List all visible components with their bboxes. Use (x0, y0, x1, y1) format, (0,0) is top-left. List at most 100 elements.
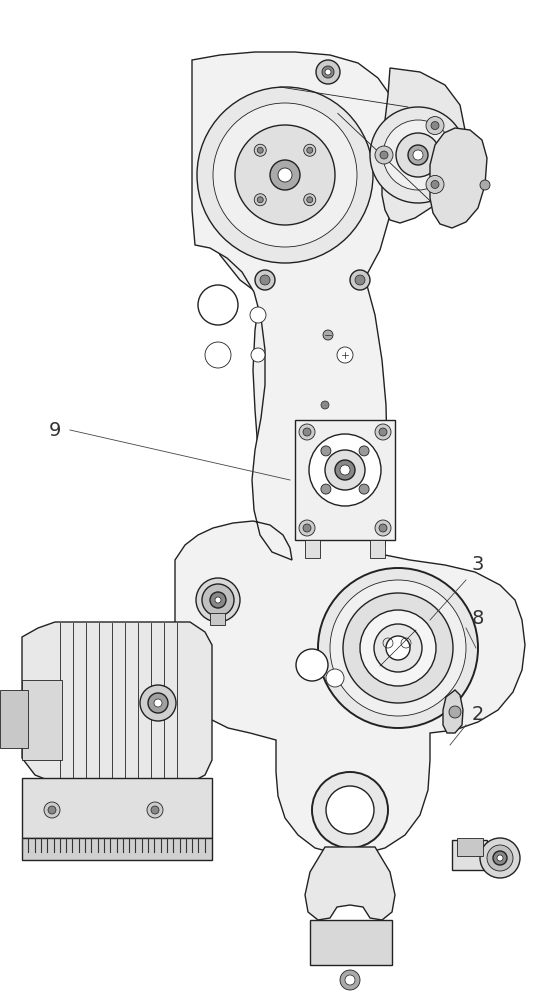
Circle shape (337, 347, 353, 363)
Circle shape (379, 524, 387, 532)
Bar (452, 840, 487, 870)
Circle shape (235, 125, 335, 225)
Circle shape (205, 342, 231, 368)
Circle shape (254, 194, 266, 206)
Circle shape (148, 693, 168, 713)
Circle shape (307, 147, 313, 153)
Circle shape (340, 465, 350, 475)
Bar (210, 613, 225, 625)
Circle shape (196, 578, 240, 622)
Circle shape (359, 446, 369, 456)
Circle shape (343, 593, 453, 703)
Circle shape (48, 806, 56, 814)
Circle shape (322, 66, 334, 78)
Circle shape (147, 802, 163, 818)
Circle shape (396, 133, 440, 177)
Circle shape (210, 592, 226, 608)
Polygon shape (305, 847, 395, 920)
Circle shape (345, 975, 355, 985)
Circle shape (449, 706, 461, 718)
Circle shape (321, 401, 329, 409)
Circle shape (480, 838, 520, 878)
Circle shape (383, 120, 453, 190)
Text: 9: 9 (49, 420, 61, 440)
Circle shape (197, 87, 373, 263)
Circle shape (325, 69, 331, 75)
Circle shape (257, 197, 263, 203)
Circle shape (325, 450, 365, 490)
Circle shape (355, 275, 365, 285)
Circle shape (299, 424, 315, 440)
Circle shape (350, 270, 370, 290)
Circle shape (374, 624, 422, 672)
Circle shape (375, 424, 391, 440)
Circle shape (154, 699, 162, 707)
Circle shape (493, 851, 507, 865)
Circle shape (307, 197, 313, 203)
Bar (0, 690, 28, 748)
Circle shape (375, 520, 391, 536)
Circle shape (303, 524, 311, 532)
Circle shape (487, 845, 513, 871)
Circle shape (251, 348, 265, 362)
Polygon shape (175, 52, 525, 854)
Circle shape (257, 147, 263, 153)
Circle shape (321, 484, 331, 494)
Circle shape (330, 580, 466, 716)
Bar (22, 838, 212, 860)
Polygon shape (195, 58, 375, 300)
Text: 2: 2 (472, 706, 484, 724)
Circle shape (480, 180, 490, 190)
Bar (295, 420, 395, 540)
Circle shape (426, 175, 444, 193)
Circle shape (426, 117, 444, 135)
Circle shape (260, 275, 270, 285)
Text: 8: 8 (472, 608, 484, 628)
Bar (22, 778, 212, 838)
Circle shape (408, 145, 428, 165)
Circle shape (198, 285, 238, 325)
Circle shape (375, 146, 393, 164)
Circle shape (140, 685, 176, 721)
Circle shape (497, 855, 503, 861)
Polygon shape (22, 622, 212, 783)
Circle shape (304, 144, 315, 156)
Circle shape (44, 802, 60, 818)
Circle shape (213, 103, 357, 247)
Bar (22, 680, 62, 760)
Circle shape (250, 307, 266, 323)
Circle shape (151, 806, 159, 814)
Circle shape (255, 270, 275, 290)
Circle shape (326, 786, 374, 834)
Circle shape (380, 151, 388, 159)
Polygon shape (382, 68, 465, 223)
Circle shape (359, 484, 369, 494)
Circle shape (270, 160, 300, 190)
Circle shape (303, 428, 311, 436)
Circle shape (312, 772, 388, 848)
Bar (370, 540, 385, 558)
Bar (310, 920, 392, 965)
Circle shape (202, 584, 234, 616)
Circle shape (431, 180, 439, 188)
Polygon shape (443, 690, 463, 733)
Circle shape (318, 568, 478, 728)
Circle shape (326, 669, 344, 687)
Bar (305, 540, 320, 558)
Circle shape (379, 428, 387, 436)
Circle shape (386, 636, 410, 660)
Text: 3: 3 (472, 556, 484, 574)
Circle shape (254, 144, 266, 156)
Circle shape (413, 150, 423, 160)
Circle shape (321, 446, 331, 456)
Circle shape (431, 122, 439, 130)
Circle shape (296, 649, 328, 681)
Circle shape (323, 330, 333, 340)
Circle shape (299, 520, 315, 536)
Circle shape (360, 610, 436, 686)
Circle shape (309, 434, 381, 506)
Polygon shape (253, 275, 388, 580)
Bar (457, 838, 483, 856)
Circle shape (278, 168, 292, 182)
Circle shape (335, 460, 355, 480)
